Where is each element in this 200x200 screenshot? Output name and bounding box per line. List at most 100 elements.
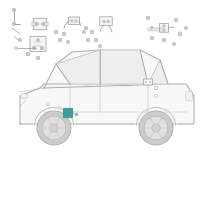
Ellipse shape xyxy=(37,39,39,41)
Ellipse shape xyxy=(58,38,62,42)
Ellipse shape xyxy=(37,39,39,41)
Ellipse shape xyxy=(95,39,97,41)
Ellipse shape xyxy=(172,42,176,46)
Ellipse shape xyxy=(59,39,61,41)
Ellipse shape xyxy=(163,29,165,31)
Ellipse shape xyxy=(42,23,44,25)
FancyBboxPatch shape xyxy=(30,36,46,51)
Ellipse shape xyxy=(83,31,85,33)
Ellipse shape xyxy=(86,38,90,42)
Ellipse shape xyxy=(98,44,102,48)
Ellipse shape xyxy=(139,111,173,145)
Ellipse shape xyxy=(37,57,39,59)
Ellipse shape xyxy=(145,81,147,83)
Ellipse shape xyxy=(66,40,70,44)
Ellipse shape xyxy=(19,39,21,41)
Ellipse shape xyxy=(50,124,58,132)
Ellipse shape xyxy=(76,113,78,115)
Ellipse shape xyxy=(90,30,94,34)
Ellipse shape xyxy=(59,107,61,109)
Polygon shape xyxy=(20,84,194,124)
Ellipse shape xyxy=(63,33,65,35)
FancyBboxPatch shape xyxy=(33,18,47,30)
Ellipse shape xyxy=(152,124,160,132)
Ellipse shape xyxy=(91,31,93,33)
Ellipse shape xyxy=(14,46,18,49)
Ellipse shape xyxy=(20,94,28,98)
Ellipse shape xyxy=(103,21,105,22)
Ellipse shape xyxy=(107,21,109,22)
Ellipse shape xyxy=(41,47,43,49)
Ellipse shape xyxy=(18,38,22,42)
Ellipse shape xyxy=(103,20,105,23)
Ellipse shape xyxy=(26,52,30,56)
Ellipse shape xyxy=(71,20,73,22)
FancyBboxPatch shape xyxy=(156,28,159,31)
FancyBboxPatch shape xyxy=(186,92,192,100)
Ellipse shape xyxy=(46,102,50,106)
Ellipse shape xyxy=(184,26,188,30)
FancyBboxPatch shape xyxy=(68,17,80,25)
Ellipse shape xyxy=(144,116,168,140)
Ellipse shape xyxy=(163,25,165,27)
Ellipse shape xyxy=(150,26,154,30)
FancyBboxPatch shape xyxy=(45,22,48,26)
FancyBboxPatch shape xyxy=(152,28,155,31)
Ellipse shape xyxy=(99,45,101,47)
Ellipse shape xyxy=(178,32,182,36)
Ellipse shape xyxy=(71,20,73,22)
Ellipse shape xyxy=(33,47,35,49)
Ellipse shape xyxy=(55,31,57,33)
Ellipse shape xyxy=(82,30,86,34)
Ellipse shape xyxy=(163,25,165,27)
Polygon shape xyxy=(100,50,148,84)
FancyBboxPatch shape xyxy=(148,28,151,31)
Ellipse shape xyxy=(13,23,15,25)
Ellipse shape xyxy=(54,30,58,34)
Ellipse shape xyxy=(94,38,98,42)
Ellipse shape xyxy=(162,38,166,42)
Ellipse shape xyxy=(75,20,77,22)
Ellipse shape xyxy=(163,39,165,41)
Ellipse shape xyxy=(36,23,38,25)
Polygon shape xyxy=(56,50,100,84)
FancyBboxPatch shape xyxy=(160,28,163,31)
Ellipse shape xyxy=(174,18,178,22)
Ellipse shape xyxy=(36,56,40,60)
Ellipse shape xyxy=(147,17,149,19)
Ellipse shape xyxy=(185,27,187,29)
FancyBboxPatch shape xyxy=(32,22,35,26)
Ellipse shape xyxy=(87,39,89,41)
Ellipse shape xyxy=(42,23,44,25)
FancyBboxPatch shape xyxy=(63,108,72,117)
Ellipse shape xyxy=(151,27,153,29)
Ellipse shape xyxy=(173,43,175,45)
Ellipse shape xyxy=(155,95,157,97)
Ellipse shape xyxy=(42,116,66,140)
Ellipse shape xyxy=(71,112,73,114)
Ellipse shape xyxy=(75,20,77,22)
Ellipse shape xyxy=(175,19,177,21)
Ellipse shape xyxy=(36,23,38,25)
Ellipse shape xyxy=(13,9,15,11)
Ellipse shape xyxy=(13,23,15,25)
Ellipse shape xyxy=(13,9,15,11)
FancyBboxPatch shape xyxy=(159,23,169,32)
Ellipse shape xyxy=(146,16,150,20)
Ellipse shape xyxy=(37,111,71,145)
Ellipse shape xyxy=(85,27,87,29)
Ellipse shape xyxy=(33,47,35,49)
Ellipse shape xyxy=(154,86,158,90)
FancyBboxPatch shape xyxy=(100,17,112,26)
Ellipse shape xyxy=(149,81,151,83)
Ellipse shape xyxy=(84,26,88,30)
Ellipse shape xyxy=(67,41,69,43)
Ellipse shape xyxy=(27,53,29,55)
Ellipse shape xyxy=(62,32,66,36)
FancyBboxPatch shape xyxy=(143,79,153,85)
Ellipse shape xyxy=(41,47,43,49)
Ellipse shape xyxy=(150,36,154,40)
Polygon shape xyxy=(44,50,168,88)
Ellipse shape xyxy=(163,29,165,31)
Ellipse shape xyxy=(107,20,109,23)
